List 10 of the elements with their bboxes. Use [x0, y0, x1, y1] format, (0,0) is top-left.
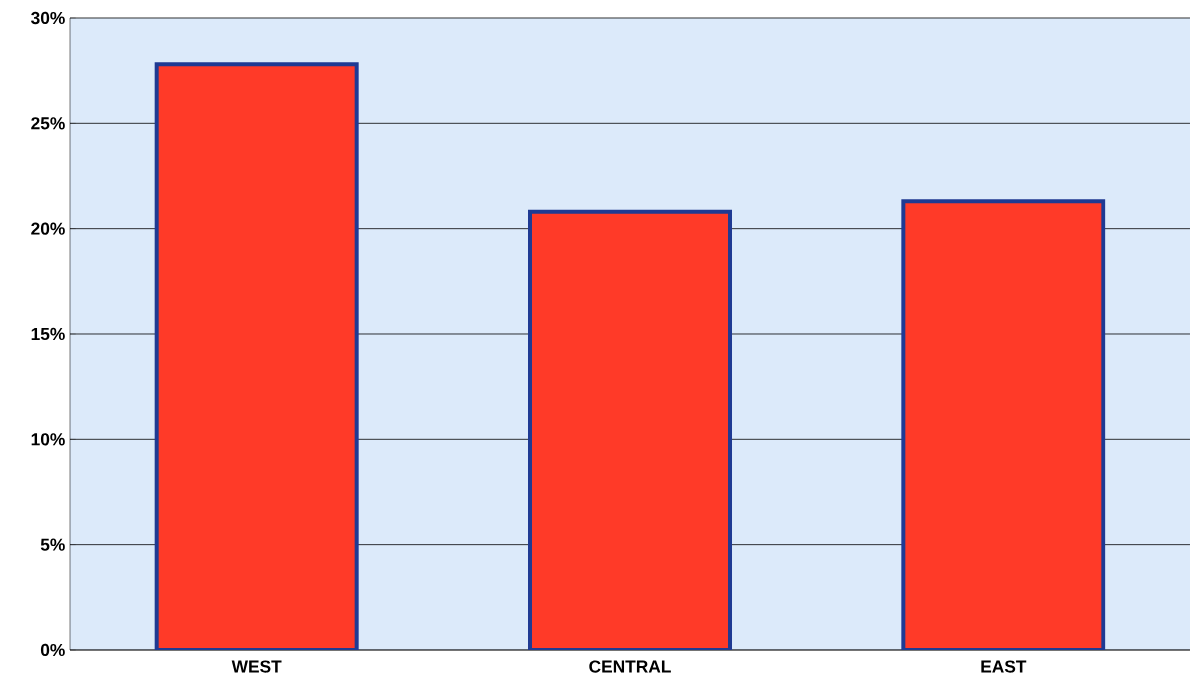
y-tick-label: 30% — [31, 11, 65, 25]
y-tick-label: 15% — [31, 327, 65, 341]
y-tick-label: 5% — [40, 538, 65, 551]
x-tick-label: WEST — [231, 660, 282, 673]
y-tick-label: 10% — [31, 433, 65, 446]
y-tick-label: 25% — [31, 117, 65, 130]
y-tick-label: 20% — [31, 222, 65, 235]
x-tick-label: EAST — [981, 660, 1027, 673]
y-tick-label: 0% — [40, 643, 65, 657]
x-tick-label: CENTRAL — [589, 660, 671, 673]
